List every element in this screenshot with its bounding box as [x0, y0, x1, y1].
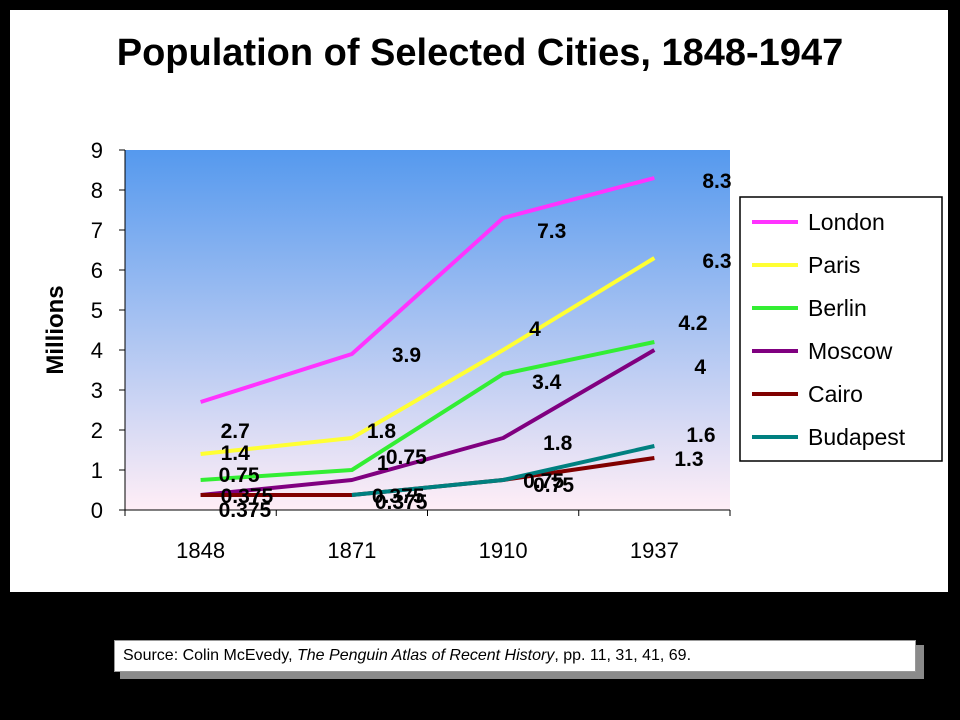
source-note: Source: Colin McEvedy, The Penguin Atlas… [114, 640, 916, 672]
data-label-cairo: 0.75 [523, 470, 564, 493]
legend-label-london: London [808, 209, 885, 235]
data-label-cairo: 0.375 [221, 485, 274, 508]
data-label-berlin: 3.4 [532, 371, 562, 394]
y-tick-label: 6 [91, 258, 103, 283]
data-label-moscow: 0.375 [219, 499, 272, 522]
legend-label-paris: Paris [808, 252, 860, 278]
data-label-berlin: 0.75 [219, 464, 260, 487]
legend-label-moscow: Moscow [808, 338, 893, 364]
legend-label-cairo: Cairo [808, 381, 863, 407]
legend-label-berlin: Berlin [808, 295, 867, 321]
legend-label-budapest: Budapest [808, 424, 906, 450]
data-label-paris: 4 [529, 318, 541, 341]
y-tick-label: 5 [91, 298, 103, 323]
legend: London Paris Berlin Moscow Cairo Budapest [739, 196, 943, 462]
data-label-budapest: 0.375 [375, 491, 428, 514]
data-label-budapest: 0.75 [533, 474, 574, 497]
y-tick-label: 3 [91, 378, 103, 403]
plot-area [125, 150, 730, 510]
data-label-london: 3.9 [392, 344, 421, 367]
chart-title: Population of Selected Cities, 1848-1947 [116, 32, 844, 74]
data-label-paris: 1.8 [367, 420, 397, 443]
data-label-cairo: 1.3 [674, 448, 703, 471]
x-tick-label: 1871 [327, 538, 376, 563]
legend-box [739, 196, 943, 462]
source-suffix: , pp. 11, 31, 41, 69. [554, 647, 692, 664]
data-label-budapest: 1.6 [686, 424, 715, 447]
series-line-paris [200, 256, 656, 456]
data-label-moscow: 1.8 [543, 432, 573, 455]
x-tick-label: 1937 [630, 538, 679, 563]
series-line-berlin [200, 340, 655, 482]
data-label-london: 7.3 [537, 220, 566, 243]
y-tick-label: 8 [91, 178, 103, 203]
y-tick-label: 0 [91, 498, 103, 523]
data-label-paris: 6.3 [702, 250, 731, 273]
y-tick-label: 9 [91, 138, 103, 163]
x-tick-label: 1848 [176, 538, 225, 563]
data-label-moscow: 0.75 [386, 446, 427, 469]
y-tick-label: 1 [91, 458, 103, 483]
data-label-cairo: 0.375 [372, 485, 425, 508]
data-label-moscow: 4 [694, 356, 706, 379]
source-prefix: Source: Colin McEvedy, [123, 647, 297, 664]
data-label-paris: 1.4 [221, 442, 251, 465]
series-line-budapest [351, 444, 655, 497]
y-axis-label: Millions [42, 285, 69, 374]
series-line-moscow [200, 348, 656, 497]
y-tick-label: 4 [91, 338, 103, 363]
source-book-title: The Penguin Atlas of Recent History [297, 647, 555, 664]
data-label-berlin: 1 [377, 452, 389, 475]
y-tick-label: 2 [91, 418, 103, 443]
series-line-london [200, 176, 655, 404]
data-label-london: 2.7 [221, 420, 250, 443]
data-label-london: 8.3 [702, 170, 731, 193]
y-tick-label: 7 [91, 218, 103, 243]
x-tick-label: 1910 [479, 538, 528, 563]
data-label-berlin: 4.2 [678, 312, 707, 335]
